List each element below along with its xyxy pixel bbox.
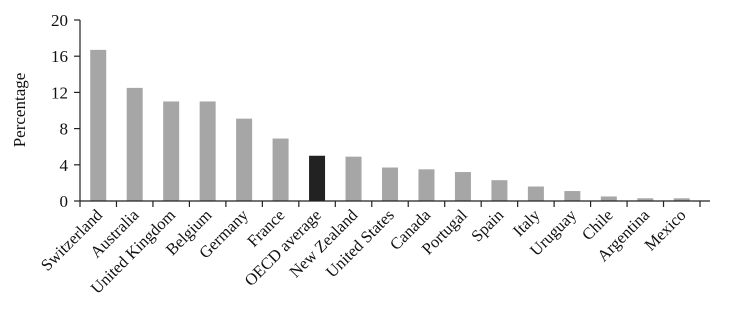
y-tick-label: 4 <box>60 156 69 175</box>
y-tick-label: 12 <box>51 83 68 102</box>
bar-australia <box>126 87 143 201</box>
bar-oecd-average <box>309 155 326 201</box>
bar-italy <box>527 186 544 201</box>
y-tick-label: 20 <box>51 11 68 30</box>
bar-chile <box>600 196 617 201</box>
category-label: Spain <box>467 205 507 245</box>
bars-group <box>90 49 690 201</box>
bar-canada <box>418 169 435 201</box>
bar-belgium <box>199 101 216 201</box>
y-axis-ticks: 0 4 8 12 16 20 <box>51 11 80 211</box>
bar-united-kingdom <box>163 101 180 201</box>
y-tick-label: 16 <box>51 47 68 66</box>
y-axis-title: Percentage <box>10 73 29 148</box>
x-axis-ticks <box>79 201 701 207</box>
category-label: Mexico <box>641 205 690 254</box>
bar-uruguay <box>564 191 581 201</box>
bar-germany <box>236 118 253 201</box>
bar-mexico <box>673 198 690 201</box>
bar-switzerland <box>90 49 107 201</box>
bar-united-states <box>382 167 398 201</box>
bar-spain <box>491 180 508 201</box>
bar-new-zealand <box>345 156 362 201</box>
bar-france <box>272 138 289 201</box>
bar-portugal <box>454 172 471 201</box>
y-tick-label: 0 <box>60 192 69 211</box>
bar-argentina <box>637 198 654 201</box>
y-tick-label: 8 <box>60 120 69 139</box>
